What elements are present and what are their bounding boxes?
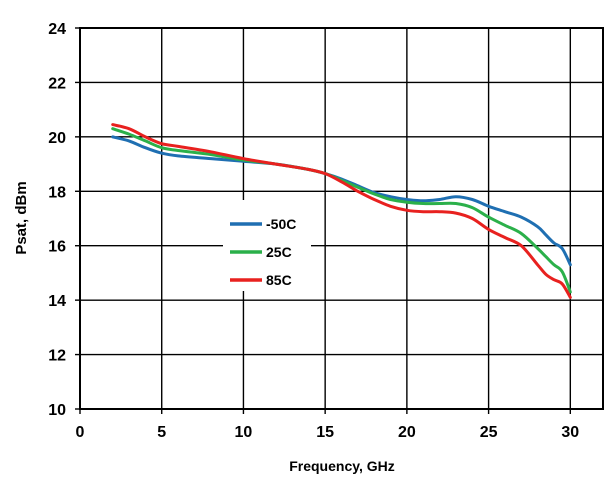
x-tick-label: 30 [561,424,579,441]
x-tick-label: 15 [316,424,334,441]
tick-labels: 0 5 10 15 20 25 30 10 12 14 16 18 20 22 24 [48,21,579,441]
legend: -50C 25C 85C [223,200,311,291]
y-axis-title: Psat, dBm [13,181,30,254]
x-axis-title: Frequency, GHz [289,458,395,474]
series-layer [111,123,572,299]
x-tick-label: 25 [480,424,498,441]
series-line-1 [111,135,572,267]
series-line-3 [111,123,572,299]
y-tick-label: 12 [48,348,66,365]
series-line-2 [111,127,572,294]
legend-label: -50C [266,216,296,232]
y-tick-label: 18 [48,184,66,201]
y-tick-label: 24 [48,21,66,38]
x-tick-label: 10 [235,424,253,441]
x-tick-label: 0 [76,424,85,441]
legend-label: 25C [266,244,292,260]
legend-label: 85C [266,272,292,288]
y-tick-label: 16 [48,239,66,256]
legend-box [223,200,311,291]
x-tick-label: 20 [398,424,416,441]
x-tick-label: 5 [157,424,166,441]
y-tick-label: 10 [48,402,66,419]
plot-frame [79,27,604,410]
y-tick-label: 14 [48,293,66,310]
y-tick-label: 20 [48,130,66,147]
ticks [75,27,572,414]
y-tick-label: 22 [48,75,66,92]
